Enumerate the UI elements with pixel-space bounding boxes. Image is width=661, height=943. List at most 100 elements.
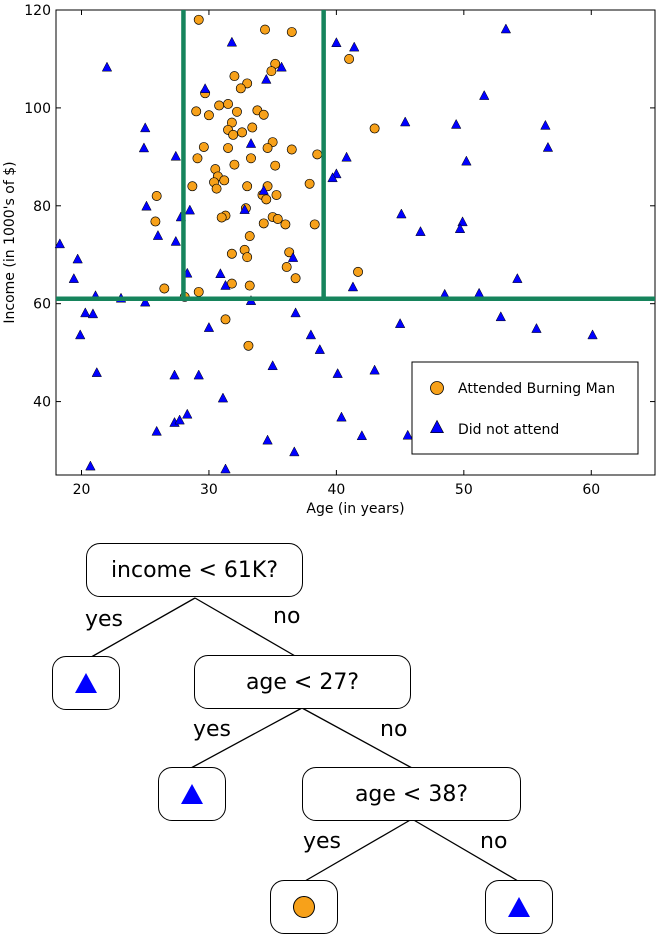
y-axis-label: Income (in 1000's of $) (2, 161, 18, 323)
node-age-27: age < 27? (194, 655, 411, 709)
not-attended-point (495, 311, 506, 322)
decision-tree: income < 61K? yes no age < 27? yes no ag… (0, 525, 661, 943)
attended-point (247, 122, 258, 133)
not-attended-point (258, 184, 269, 195)
attended-point (187, 181, 198, 192)
tree-edges (85, 597, 519, 882)
x-tick-label: 20 (73, 482, 91, 498)
not-attended-point (215, 268, 226, 278)
attended-point (286, 27, 297, 37)
not-attended-point (68, 273, 80, 283)
attended-point (286, 144, 297, 155)
y-tick-label: 40 (33, 395, 51, 411)
edge-node2-node3 (301, 707, 413, 769)
edge-label-no-1: no (273, 604, 301, 629)
node-age-27-label: age < 27? (245, 669, 360, 695)
attended-point (193, 14, 204, 25)
attended-point (232, 106, 242, 117)
not-attended-point (85, 460, 96, 471)
x-tick-label: 50 (455, 482, 473, 498)
not-attended-point (531, 323, 542, 333)
attended-point (246, 153, 256, 164)
not-attended-point (500, 23, 512, 34)
attended-point (309, 219, 320, 230)
attended-point (216, 212, 227, 223)
edge-root-node2 (194, 597, 303, 661)
edge-label-yes-3: yes (303, 829, 342, 854)
not-attended-point (140, 296, 151, 307)
not-attended-point (152, 230, 164, 240)
attended-point (244, 280, 255, 291)
not-attended-point (331, 37, 342, 47)
attended-point (369, 123, 380, 134)
attended-point (203, 110, 214, 121)
not-attended-point (332, 368, 343, 378)
not-attended-point (220, 463, 231, 474)
attended-point (344, 53, 355, 64)
leaf-node-2 (158, 767, 226, 821)
attended-point (258, 218, 269, 229)
legend-box (411, 361, 639, 455)
attended-point (272, 214, 283, 224)
attended-point (223, 99, 234, 109)
not-attended-point (451, 118, 462, 129)
y-tick-label: 80 (33, 199, 51, 215)
not-attended-point (289, 446, 300, 457)
circle-icon (293, 896, 315, 918)
not-attended-point (170, 235, 181, 246)
not-attended-point (226, 36, 238, 47)
attended-point (193, 286, 204, 297)
not-attended-point (80, 307, 91, 318)
attended-point (266, 66, 277, 77)
not-attended-point (199, 83, 211, 93)
not-attended-point (170, 150, 181, 161)
edge-root-leaf1 (85, 597, 196, 661)
triangle-icon (508, 897, 530, 917)
attended-point (192, 153, 203, 164)
edge-node2-leaf2 (190, 707, 303, 769)
attended-point (229, 71, 240, 82)
attended-point (191, 106, 202, 117)
not-attended-point (402, 429, 413, 440)
not-attended-point (174, 414, 185, 425)
attended-point (284, 247, 295, 258)
not-attended-point (54, 238, 65, 249)
not-attended-point (400, 116, 411, 127)
not-attended-point (356, 430, 368, 441)
not-attended-point (261, 73, 272, 84)
not-attended-point (239, 204, 250, 214)
not-attended-point (267, 360, 278, 371)
not-attended-point (415, 226, 426, 236)
not-attended-point (394, 318, 406, 328)
not-attended-point (87, 308, 99, 319)
edge-node3-leaf3 (304, 818, 413, 882)
node-age-38-label: age < 38? (354, 781, 469, 807)
not-attended-point (140, 122, 151, 133)
attended-point (242, 181, 253, 192)
not-attended-point (184, 204, 195, 215)
attended-point (271, 190, 282, 200)
attended-point (223, 143, 234, 153)
not-attended-point (141, 200, 152, 211)
y-tick-label: 100 (24, 101, 51, 117)
attended-point (353, 266, 363, 277)
not-attended-point (287, 252, 299, 262)
not-attended-point (454, 223, 466, 233)
not-attended-point (138, 142, 150, 153)
scatter-chart: 20 30 40 50 60 40 60 80 100 120 Age (in years) Inco… (2, 3, 656, 517)
not-attended-point (336, 411, 347, 422)
not-attended-point (169, 369, 180, 380)
attended-point (281, 262, 292, 272)
edge-node3-leaf4 (411, 818, 519, 882)
not-attended-point (341, 151, 352, 162)
attended-point (237, 127, 248, 138)
attended-point (159, 283, 170, 294)
not-attended-point (327, 172, 338, 183)
not-attended-point (369, 364, 380, 375)
not-attended-point (276, 61, 287, 72)
root-node: income < 61K? (86, 543, 303, 597)
not-attended-point (347, 281, 359, 292)
attended-point (228, 129, 239, 140)
not-attended-point (512, 273, 523, 283)
scatter-plot-svg: 20 30 40 50 60 40 60 80 100 120 Age (in years) Inco… (2, 3, 656, 517)
